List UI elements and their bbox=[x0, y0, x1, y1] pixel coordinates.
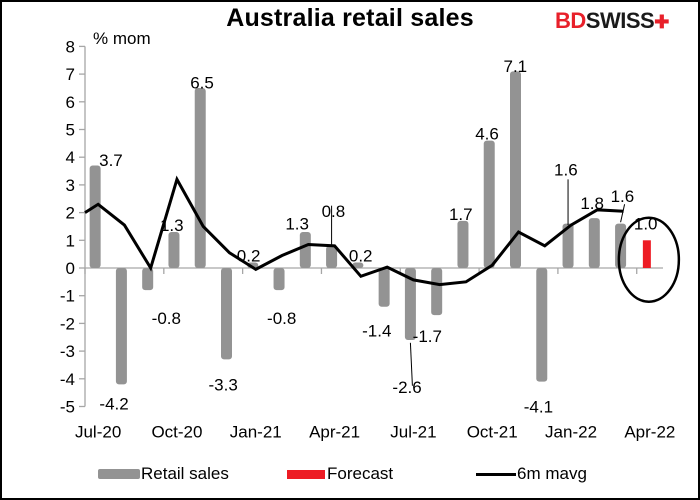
data-label: -2.6 bbox=[392, 378, 421, 397]
data-label: 1.7 bbox=[449, 205, 473, 224]
retail-sales-bar bbox=[457, 220, 469, 268]
x-tick-label: Jan-22 bbox=[545, 423, 597, 442]
y-tick-label: 0 bbox=[66, 259, 75, 278]
forecast-bar bbox=[642, 240, 651, 268]
y-tick-label: 3 bbox=[66, 176, 75, 195]
y-tick-label: -1 bbox=[60, 287, 75, 306]
bdswiss-logo: BDSWISS✚ bbox=[555, 8, 669, 34]
legend-label: 6m mavg bbox=[517, 464, 587, 483]
data-label: 1.6 bbox=[554, 161, 578, 180]
data-label: 0.2 bbox=[237, 247, 261, 266]
logo-bd-text: BD bbox=[555, 8, 586, 33]
retail-sales-bar bbox=[115, 268, 127, 385]
retail-sales-bar bbox=[404, 268, 416, 341]
bar-series bbox=[89, 71, 651, 385]
legend-item-retail-sales: Retail sales bbox=[98, 462, 229, 486]
y-tick-label: 5 bbox=[66, 121, 75, 140]
retail-sales-bar bbox=[89, 165, 101, 268]
data-label: -0.8 bbox=[152, 309, 181, 328]
legend-swatch-black-line bbox=[476, 472, 516, 476]
retail-sales-bar bbox=[378, 268, 390, 307]
axes: -5 -4 -3 -2 -1 0 1 2 3 4 5 6 7 8 Jul-20 Oct-20 Jan-21 Apr… bbox=[60, 37, 676, 441]
legend-swatch-red-bar bbox=[287, 469, 325, 479]
retail-sales-bar bbox=[273, 268, 285, 291]
data-label: 6.5 bbox=[190, 73, 214, 92]
forecast-highlight-ellipse bbox=[617, 216, 681, 303]
legend-label: Retail sales bbox=[141, 464, 229, 483]
y-tick-label: 7 bbox=[66, 65, 75, 84]
legend-swatch-gray-bar bbox=[98, 469, 140, 479]
data-label: 4.6 bbox=[475, 125, 499, 144]
y-tick-label: -2 bbox=[60, 314, 75, 333]
x-tick-label: Oct-20 bbox=[151, 423, 202, 442]
retail-sales-bar bbox=[588, 218, 600, 268]
retail-sales-bar bbox=[483, 140, 495, 268]
x-tick-label: Jul-20 bbox=[75, 423, 121, 442]
data-label: 1.3 bbox=[285, 215, 309, 234]
y-tick-label: 8 bbox=[66, 37, 75, 56]
annotations bbox=[617, 216, 681, 303]
retail-sales-bar bbox=[510, 71, 521, 268]
data-label: 7.1 bbox=[504, 57, 528, 76]
legend-item-6m-mavg: 6m mavg bbox=[476, 462, 587, 486]
data-label: 0.2 bbox=[349, 247, 373, 266]
retail-sales-bar bbox=[168, 231, 180, 268]
data-label: -4.2 bbox=[99, 395, 128, 414]
data-label: -1.7 bbox=[413, 327, 442, 346]
retail-sales-bar bbox=[142, 268, 154, 291]
data-label: -3.3 bbox=[209, 375, 238, 394]
retail-sales-bar bbox=[536, 268, 548, 382]
leader-line bbox=[620, 204, 626, 223]
data-labels: 3.7 -4.2 -0.8 1.3 6.5 -3.3 0.2 -0.8 1.3 0.8 0.2 -1.… bbox=[99, 57, 657, 417]
retail-sales-bar bbox=[326, 245, 338, 268]
x-tick-label: Jul-21 bbox=[390, 423, 436, 442]
y-tick-label: 2 bbox=[66, 204, 75, 223]
data-label: -1.4 bbox=[362, 321, 391, 340]
y-tick-label: 4 bbox=[66, 148, 75, 167]
x-tick-label: Oct-21 bbox=[467, 423, 518, 442]
y-tick-label: 1 bbox=[66, 231, 75, 250]
data-label: 0.8 bbox=[322, 202, 346, 221]
data-label: 1.3 bbox=[160, 216, 184, 235]
retail-sales-bar bbox=[221, 268, 232, 360]
mavg-line-series bbox=[84, 175, 624, 287]
y-tick-label: -4 bbox=[60, 370, 75, 389]
retail-sales-bar bbox=[562, 223, 574, 268]
x-tick-label: Apr-22 bbox=[624, 423, 675, 442]
retail-sales-bar bbox=[431, 268, 443, 316]
swiss-cross-icon: ✚ bbox=[654, 12, 669, 32]
retail-sales-bar bbox=[194, 87, 206, 268]
leader-line bbox=[409, 342, 413, 386]
retail-sales-bar bbox=[352, 262, 364, 268]
legend: Retail sales Forecast 6m mavg bbox=[0, 462, 700, 486]
data-label: -0.8 bbox=[267, 309, 296, 328]
leader-lines bbox=[331, 179, 626, 386]
y-tick-label: -3 bbox=[60, 342, 75, 361]
data-label: -4.1 bbox=[524, 398, 553, 417]
logo-swiss-text: SWISS bbox=[585, 8, 655, 33]
chart-title: Australia retail sales bbox=[226, 4, 474, 32]
retail-sales-bar bbox=[299, 231, 311, 268]
x-tick-label: Jan-21 bbox=[230, 423, 282, 442]
legend-item-forecast: Forecast bbox=[287, 462, 393, 486]
data-label: 1.8 bbox=[580, 194, 604, 213]
y-tick-label: 6 bbox=[66, 93, 75, 112]
mavg-line bbox=[84, 175, 624, 287]
legend-label: Forecast bbox=[327, 464, 394, 483]
x-tick-label: Apr-21 bbox=[309, 423, 360, 442]
y-axis-title: % mom bbox=[93, 29, 151, 48]
y-tick-label: -5 bbox=[60, 398, 75, 417]
data-label: 3.7 bbox=[99, 151, 123, 170]
data-label: 1.6 bbox=[611, 187, 635, 206]
